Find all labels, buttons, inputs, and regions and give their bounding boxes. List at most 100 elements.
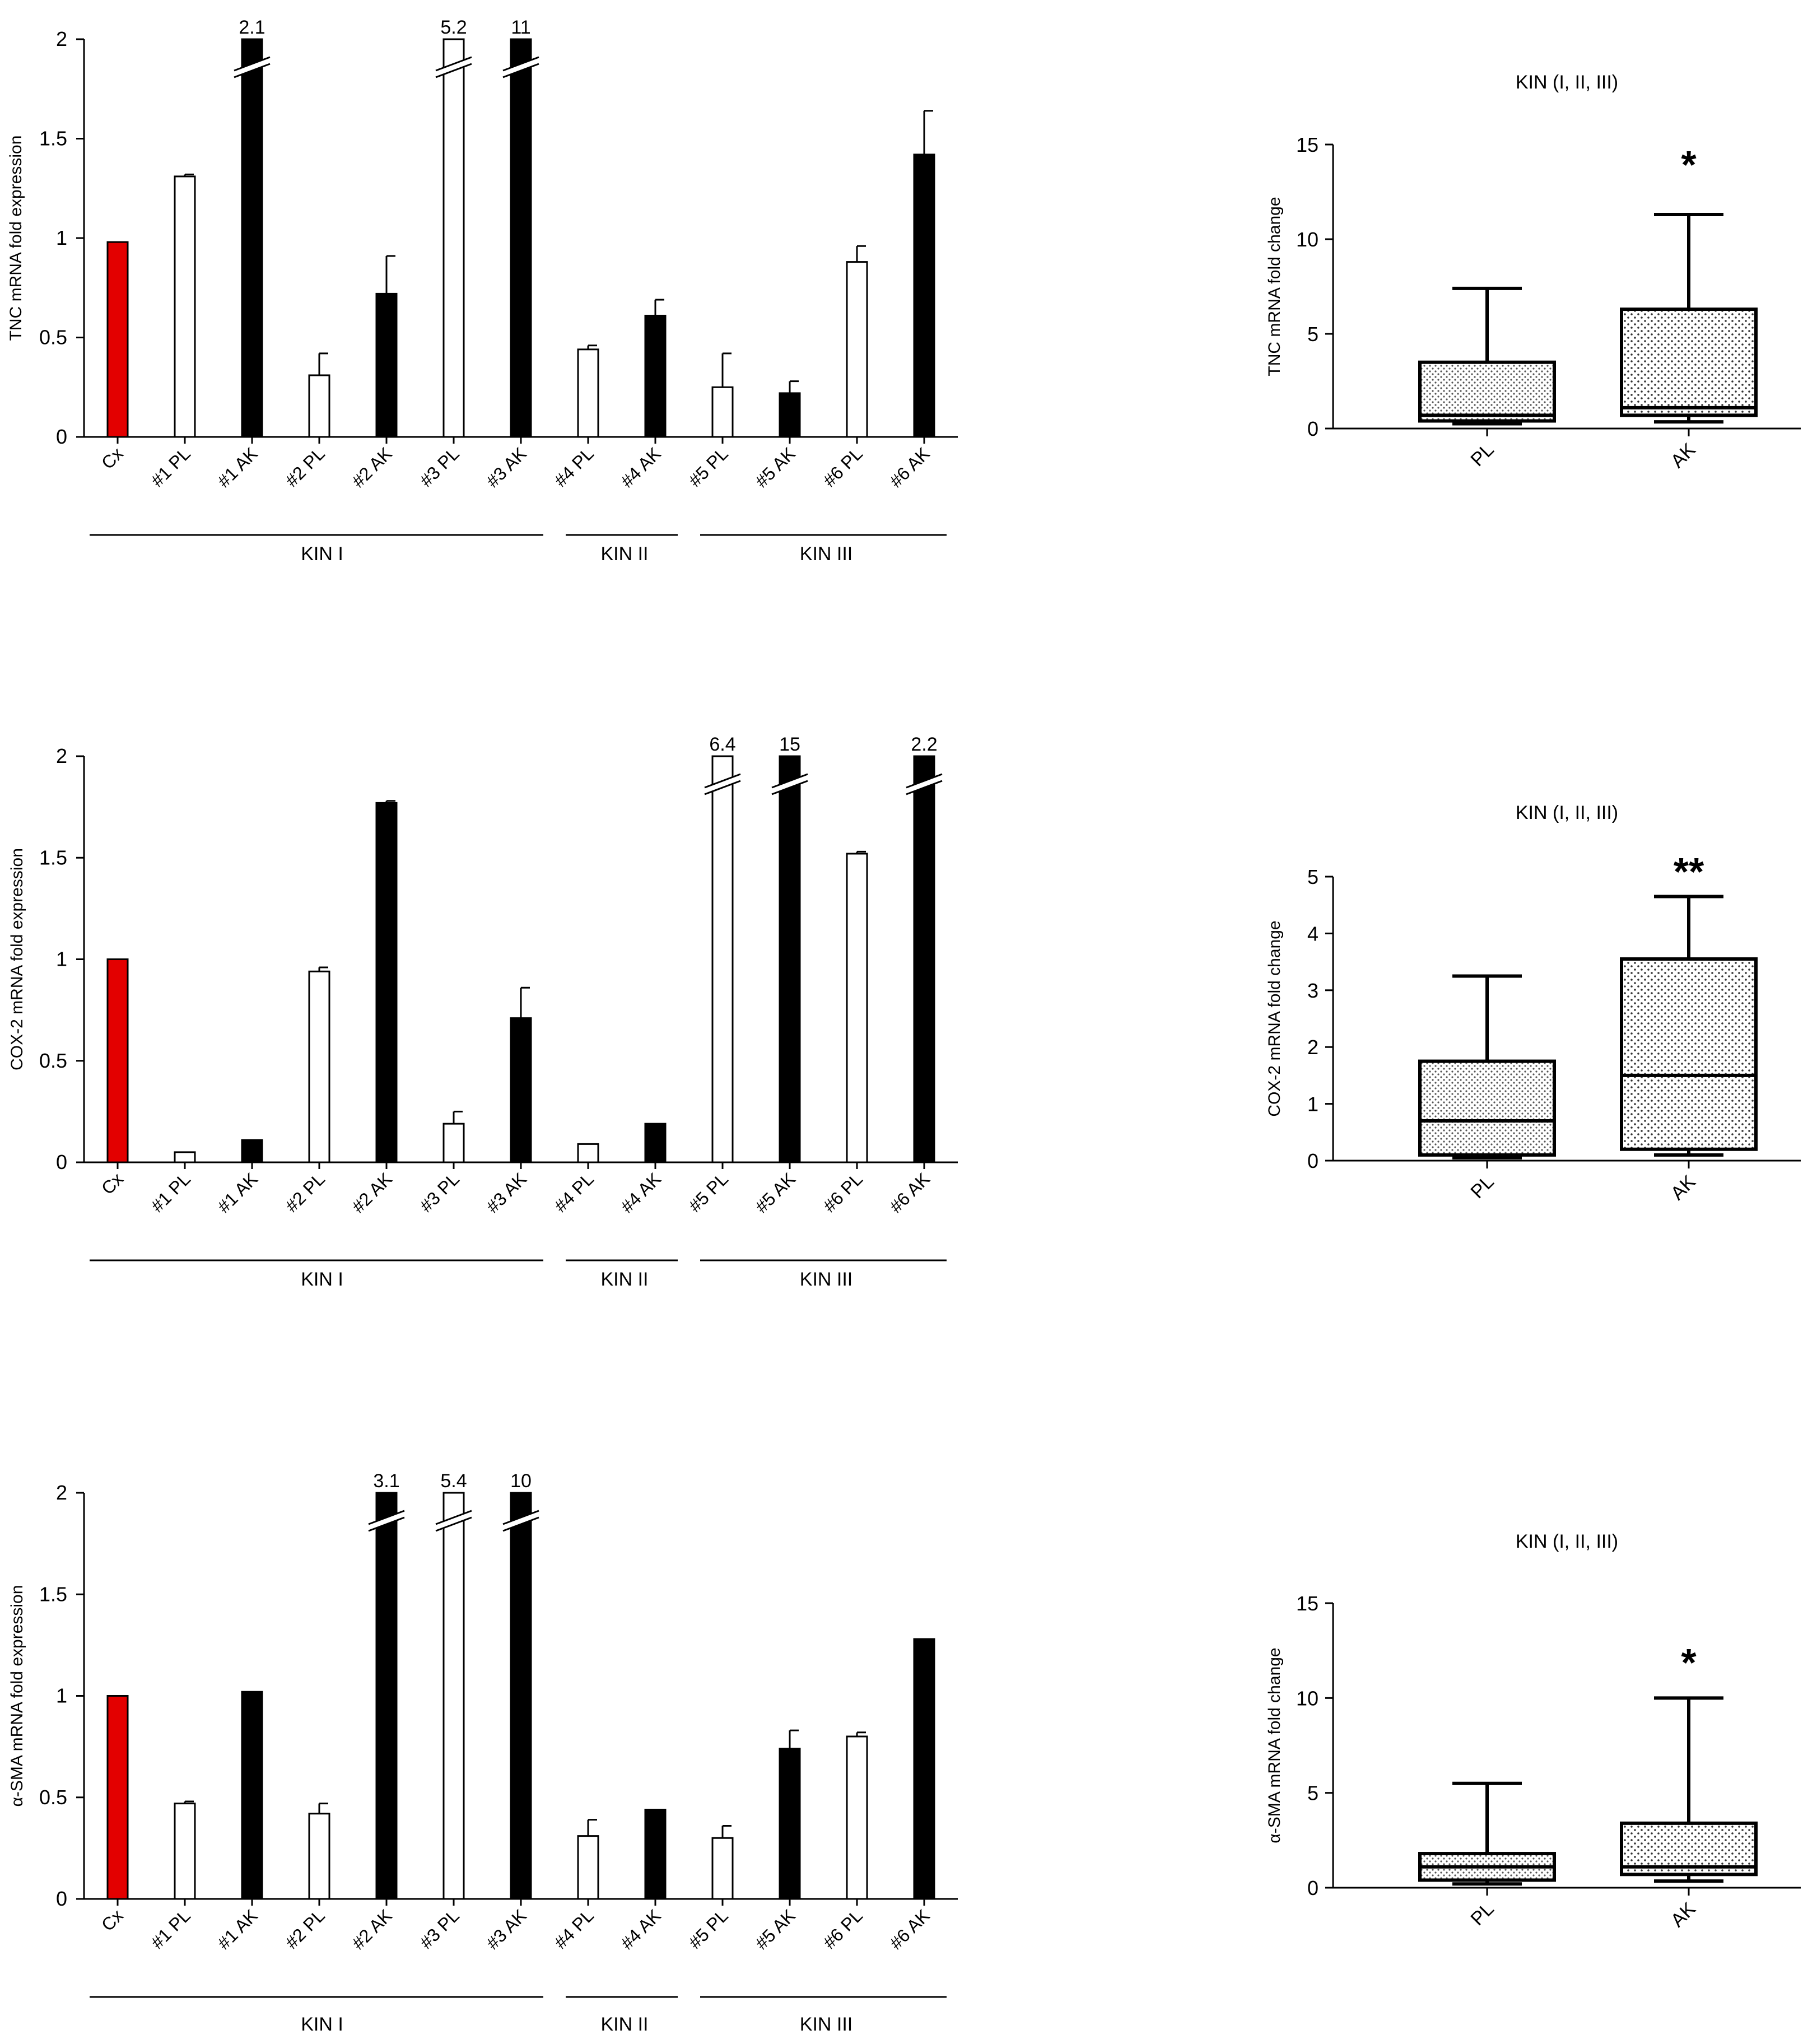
- y-tick-label: 5: [1307, 1782, 1319, 1805]
- y-tick-label: 0: [1307, 1877, 1319, 1899]
- y-tick-label: 1.5: [39, 127, 67, 150]
- significance-marker: *: [1681, 1641, 1697, 1684]
- y-tick-label: 15: [1296, 133, 1319, 156]
- x-tick-label: #6 PL: [819, 443, 866, 491]
- group-label: KIN I: [301, 1269, 343, 1290]
- bar-10: [711, 386, 734, 438]
- axis-break-gap: [772, 774, 808, 794]
- break-value-label: 5.2: [440, 17, 467, 38]
- bar-7: [510, 1492, 532, 1900]
- y-axis-label: COX-2 mRNA fold expression: [8, 848, 26, 1070]
- y-tick-label: 1: [1307, 1093, 1319, 1116]
- break-value-label: 3.1: [373, 1470, 399, 1492]
- significance-marker: **: [1674, 850, 1704, 893]
- y-tick-label: 15: [1296, 1592, 1319, 1615]
- group-label: KIN II: [600, 2014, 648, 2035]
- asma-box-plot: KIN (I, II, III) 0 5 10 15 α-SMA mRNA fold ch…: [1265, 1531, 1801, 1931]
- y-tick-label: 10: [1296, 1687, 1319, 1710]
- x-tick-label: #2 PL: [281, 1905, 329, 1953]
- break-value-label: 5.4: [440, 1470, 467, 1492]
- break-value-label: 2.2: [911, 734, 937, 755]
- asma-bar-chart: 0 0.5 1 1.5 2 α-SMA mRNA fold expression Cx #1 …: [8, 1470, 958, 2035]
- bar-4: [308, 970, 330, 1163]
- x-tick-label: AK: [1667, 1171, 1700, 1204]
- bar-13: [913, 1638, 935, 1900]
- x-tick-label: #1 AK: [213, 1905, 262, 1953]
- bar-3: [241, 1139, 263, 1163]
- x-tick-label: #2 AK: [348, 1168, 396, 1217]
- bar-2: [174, 175, 196, 438]
- axis-break-line: [906, 780, 943, 795]
- x-tick-label: Cx: [97, 1905, 127, 1935]
- y-tick-label: 1: [56, 226, 67, 249]
- axis-break-gap: [436, 1511, 472, 1531]
- cox2-box-plot: KIN (I, II, III) 0 1 2 3 4 5 COX-2 mRNA fold ch…: [1265, 802, 1801, 1204]
- x-tick-label: #6 AK: [886, 1168, 934, 1217]
- bar-8: [577, 348, 599, 438]
- x-tick-label: AK: [1667, 439, 1700, 472]
- axis-break-line: [435, 63, 472, 78]
- y-tick-label: 3: [1307, 979, 1319, 1002]
- group-label: KIN I: [301, 543, 343, 565]
- x-tick-label: #2 AK: [348, 443, 396, 491]
- y-axis-label: α-SMA mRNA fold expression: [8, 1585, 26, 1807]
- x-tick-label: #4 AK: [617, 1905, 665, 1953]
- bar-8: [577, 1835, 599, 1900]
- bar-5: [375, 292, 398, 438]
- axis-break-line: [435, 56, 472, 72]
- box-title: KIN (I, II, III): [1516, 802, 1618, 823]
- x-tick-label: #1 PL: [147, 443, 194, 491]
- axis-break-line: [368, 1516, 405, 1532]
- group-label: KIN III: [800, 1269, 852, 1290]
- x-tick-label: #2 PL: [281, 1168, 329, 1216]
- bar-9: [644, 1809, 667, 1900]
- axis-break-line: [502, 1516, 539, 1532]
- x-tick-label: #1 PL: [147, 1168, 194, 1216]
- axis-break-gap: [234, 57, 270, 77]
- tnc-bar-chart: 0 0.5 1 1.5 2 TNC mRNA fold expression Cx #1 PL…: [7, 17, 958, 565]
- axis-break-line: [704, 773, 741, 789]
- x-tick-label: #4 PL: [550, 443, 598, 491]
- x-tick-label: #1 PL: [147, 1905, 194, 1953]
- y-tick-label: 1: [56, 1684, 67, 1707]
- y-tick-label: 0: [56, 1887, 67, 1910]
- axis-break-line: [906, 773, 943, 789]
- y-tick-label: 1: [56, 948, 67, 971]
- significance-marker: *: [1681, 143, 1697, 187]
- y-tick-label: 2: [56, 1481, 67, 1504]
- bar-8: [577, 1143, 599, 1163]
- box-pl: [1418, 1059, 1556, 1157]
- axis-break-line: [368, 1510, 405, 1525]
- bar-4: [308, 374, 330, 438]
- y-tick-label: 0.5: [39, 1049, 67, 1072]
- bar-10: [711, 1837, 734, 1900]
- axis-break-gap: [906, 774, 942, 794]
- axis-break-line: [435, 1510, 472, 1525]
- axis-break-gap: [436, 57, 472, 77]
- cox2-bar-chart: 0 0.5 1 1.5 2 COX-2 mRNA fold expression Cx #1 …: [8, 734, 958, 1290]
- bar-12: [846, 1735, 868, 1900]
- box-pl: [1418, 360, 1556, 423]
- x-tick-label: #3 AK: [482, 1905, 530, 1953]
- axis-break-line: [435, 1516, 472, 1532]
- bar-10: [711, 755, 734, 1163]
- bar-5: [375, 802, 398, 1163]
- y-tick-label: 10: [1296, 228, 1319, 251]
- y-tick-label: 0: [56, 425, 67, 448]
- x-tick-label: Cx: [97, 1168, 127, 1198]
- y-tick-label: 0: [1307, 1149, 1319, 1172]
- break-value-label: 6.4: [709, 734, 735, 755]
- x-tick-label: #3 PL: [416, 443, 463, 491]
- x-tick-label: #2 AK: [348, 1905, 396, 1953]
- x-tick-label: Cx: [97, 443, 127, 473]
- y-tick-label: 4: [1307, 922, 1319, 945]
- x-tick-label: #5 AK: [751, 443, 799, 491]
- tnc-box-plot: KIN (I, II, III) 0 5 10 15 TNC mRNA fold chan…: [1265, 72, 1801, 472]
- y-tick-label: 2: [1307, 1036, 1319, 1059]
- axis-break-gap: [503, 57, 539, 77]
- break-value-label: 10: [510, 1470, 532, 1492]
- axis-break-line: [502, 56, 539, 72]
- y-tick-label: 5: [1307, 865, 1319, 888]
- x-tick-label: #5 PL: [684, 1905, 732, 1953]
